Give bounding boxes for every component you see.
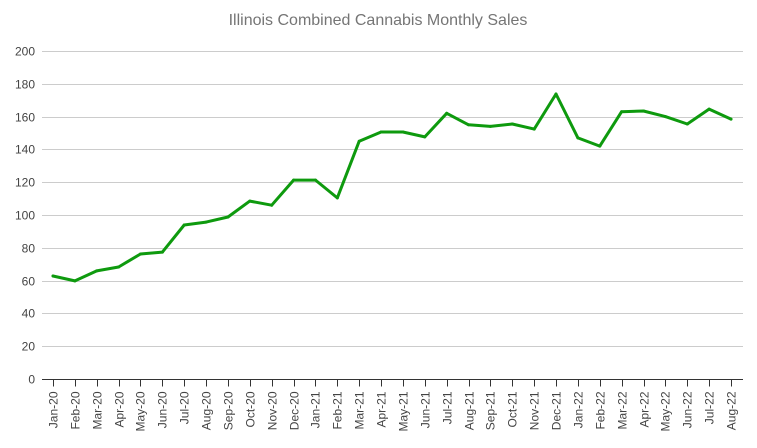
x-tick-label: Dec-21 — [550, 391, 564, 430]
data-point — [248, 199, 252, 203]
series-line — [51, 92, 733, 283]
y-tick-label: 100 — [15, 209, 35, 223]
data-point — [729, 117, 733, 121]
data-point — [707, 107, 711, 111]
data-point — [270, 203, 274, 207]
data-point — [335, 196, 339, 200]
data-point — [292, 178, 296, 182]
y-tick-label: 80 — [22, 242, 36, 256]
data-point — [598, 144, 602, 148]
data-point — [117, 265, 121, 269]
x-tick-label: May-20 — [134, 391, 148, 431]
y-axis-ticks: 0 20 40 60 80 100 120 140 160 180 200 — [15, 45, 35, 387]
x-tick-label: Sep-20 — [222, 391, 236, 430]
chart-title: Illinois Combined Cannabis Monthly Sales — [229, 12, 528, 29]
x-tick-label: Apr-20 — [113, 391, 127, 427]
y-tick-label: 180 — [15, 78, 35, 92]
data-point — [620, 110, 624, 114]
x-tick-label: Oct-21 — [506, 391, 520, 427]
y-tick-label: 40 — [22, 307, 36, 321]
y-tick-label: 20 — [22, 340, 36, 354]
x-tick-label: May-21 — [397, 391, 411, 431]
data-point — [467, 123, 470, 127]
x-tick-label: Jan-21 — [309, 391, 323, 428]
data-point — [488, 124, 492, 128]
y-tick-label: 140 — [15, 143, 35, 157]
x-tick-label: Aug-21 — [463, 391, 477, 430]
data-point — [226, 215, 230, 219]
x-tick-label: Jun-21 — [419, 391, 433, 428]
x-tick-label: Jan-22 — [572, 391, 586, 428]
data-point — [357, 139, 361, 143]
data-point — [73, 279, 77, 283]
data-point — [314, 178, 317, 182]
x-tick-label: Oct-20 — [244, 391, 258, 427]
y-tick-label: 0 — [28, 373, 35, 387]
y-tick-label: 160 — [15, 111, 35, 125]
x-tick-label: Sep-21 — [484, 391, 498, 430]
x-tick-label: Nov-21 — [528, 391, 542, 430]
data-point — [51, 274, 55, 278]
x-tick-label: Jul-20 — [178, 391, 192, 424]
x-tick-label: Nov-20 — [266, 391, 280, 430]
x-tick-label: Mar-22 — [616, 391, 630, 429]
data-point — [663, 115, 667, 119]
x-tick-label: Apr-21 — [375, 391, 389, 427]
data-point — [510, 122, 514, 126]
data-point — [642, 109, 645, 113]
x-tick-label: Jul-22 — [703, 391, 717, 424]
x-tick-label: Mar-20 — [91, 391, 105, 429]
x-tick-label: Feb-20 — [69, 391, 83, 429]
x-tick-label: Aug-20 — [200, 391, 214, 430]
x-tick-label: May-22 — [659, 391, 673, 431]
x-tick-label: Aug-22 — [725, 391, 739, 430]
data-point — [401, 130, 405, 134]
x-tick-label: Feb-22 — [594, 391, 608, 429]
data-point — [554, 92, 558, 96]
x-tick-label: Mar-21 — [353, 391, 367, 429]
data-point — [379, 130, 383, 134]
data-point — [95, 269, 99, 273]
series-layer — [51, 92, 733, 283]
data-point — [685, 122, 689, 126]
data-point — [576, 136, 580, 140]
x-tick-label: Jul-21 — [441, 391, 455, 424]
x-tick-label: Jun-22 — [681, 391, 695, 428]
y-tick-label: 200 — [15, 45, 35, 59]
y-tick-label: 60 — [22, 275, 36, 289]
x-axis: Jan-20 Feb-20 Mar-20 Apr-20 May-20 Jun-20 Jul-… — [42, 379, 743, 432]
data-point — [182, 223, 186, 227]
y-tick-label: 120 — [15, 176, 35, 190]
data-point — [204, 220, 208, 224]
data-point — [532, 127, 536, 131]
data-point — [445, 111, 449, 115]
data-point — [160, 250, 164, 254]
x-tick-label: Feb-21 — [331, 391, 345, 429]
x-tick-label: Jan-20 — [47, 391, 61, 428]
data-point — [139, 252, 142, 256]
x-tick-label: Apr-22 — [638, 391, 652, 427]
gridlines — [42, 51, 743, 347]
x-tick-label: Dec-20 — [288, 391, 302, 430]
x-tick-label: Jun-20 — [156, 391, 170, 428]
data-point — [423, 135, 427, 139]
